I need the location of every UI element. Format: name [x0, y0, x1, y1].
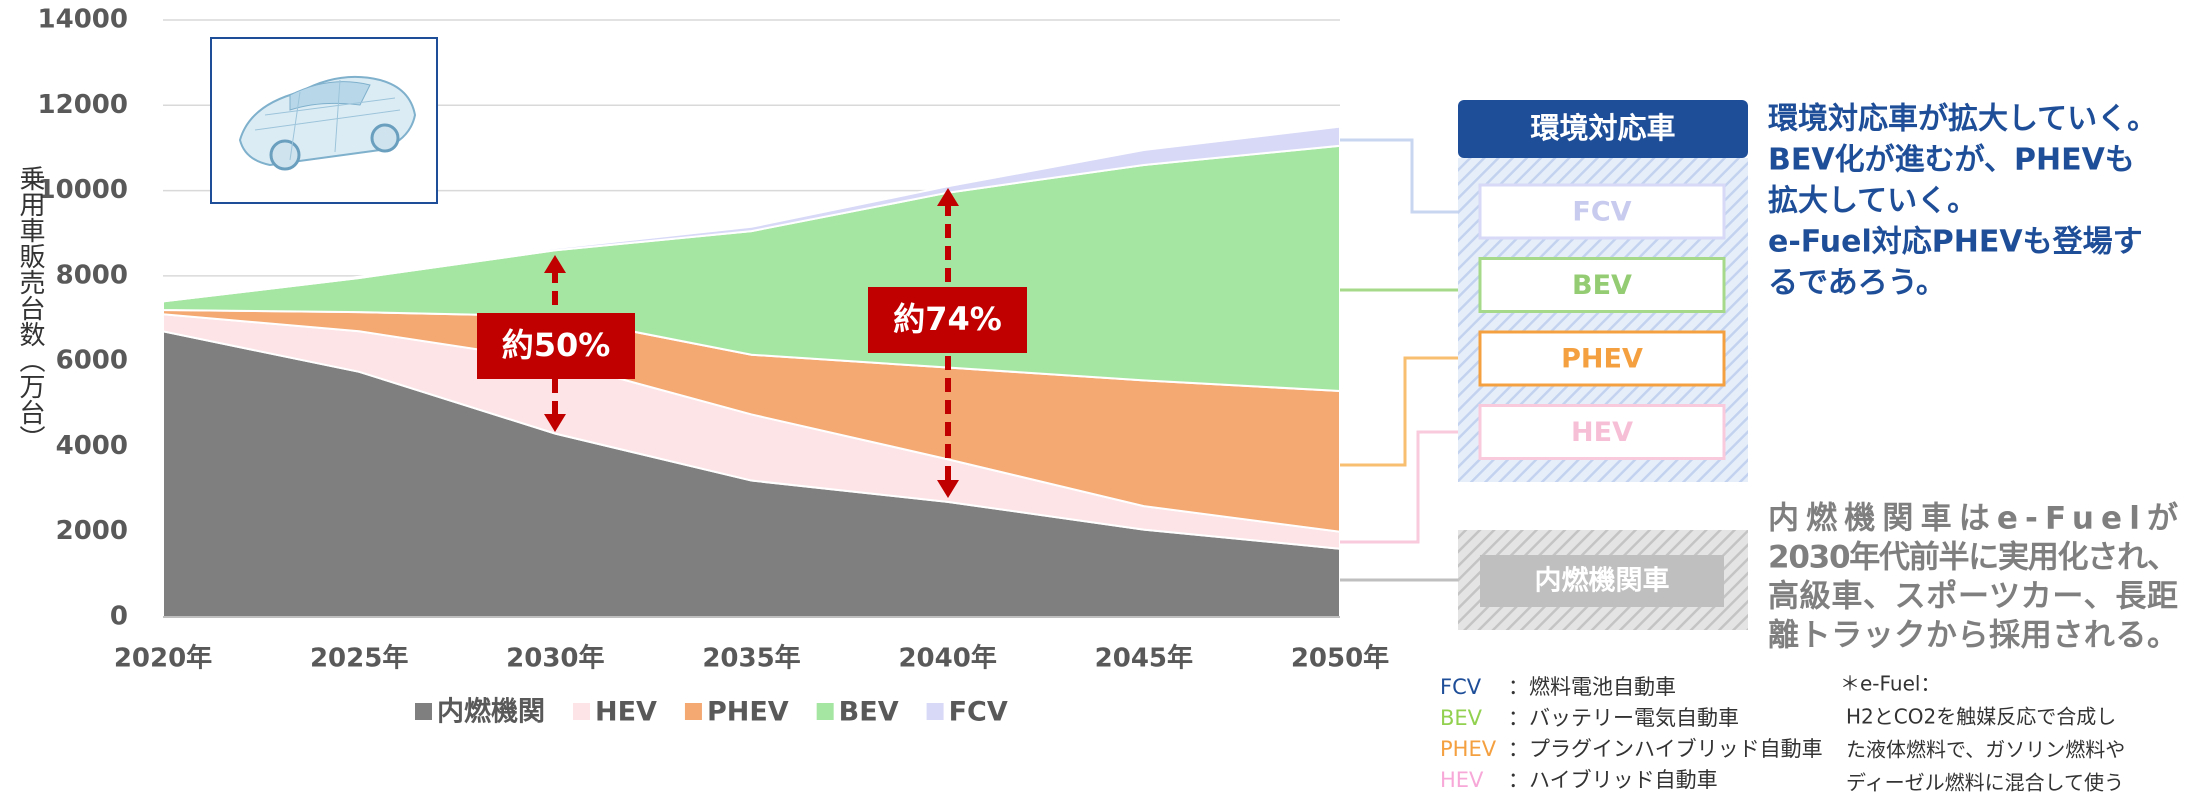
glossary-desc: ：プラグインハイブリッド自動車: [1508, 737, 1823, 761]
panel-box-label: FCV: [1572, 197, 1631, 228]
blue-text: e-Fuel対応PHEVも登場す: [1768, 225, 2143, 260]
gray-text: 高級車、スポーツカー、長距: [1768, 579, 2178, 615]
panel-box: [1478, 183, 1726, 240]
area: [162, 125, 1341, 303]
note: ＊e-Fuel：: [1840, 672, 1940, 696]
blue-text: BEV化が進むが、PHEVも: [1768, 143, 2135, 178]
glossary-abbr: HEV: [1440, 768, 1484, 792]
car-image: [210, 37, 438, 204]
legend-label: 内燃機関: [437, 697, 545, 728]
gray-text: 内燃機関車はe-Fuelが: [1768, 501, 2178, 537]
legend-swatch: [926, 703, 944, 720]
legend-label: HEV: [595, 697, 657, 728]
arrow-head: [544, 255, 566, 273]
annotation: 約74%: [893, 300, 1002, 338]
arrow-head: [937, 188, 959, 206]
glossary-desc: ：ハイブリッド自動車: [1508, 768, 1718, 792]
note: ディーゼル燃料に混合して使う: [1846, 771, 2124, 795]
gray-text: 離トラックから採用される。: [1768, 618, 2178, 654]
legend-label: PHEV: [707, 697, 789, 728]
glossary-abbr: PHEV: [1440, 737, 1497, 761]
blue-text: 環境対応車が拡大していく。: [1768, 102, 2157, 137]
x-tick-label: 2040年: [898, 643, 996, 674]
connector: [1340, 356, 1480, 467]
y-axis-label: 乗用車販売台数（万台）: [15, 165, 45, 451]
panel-box-label: BEV: [1572, 270, 1632, 301]
glossary-abbr: FCV: [1440, 675, 1482, 699]
panel-box: [1478, 330, 1726, 387]
legend-swatch: [573, 703, 590, 720]
note: た液体燃料で、ガソリン燃料や: [1846, 738, 2125, 762]
x-tick-label: 2030年: [506, 643, 604, 674]
panel-box-label: HEV: [1571, 417, 1633, 448]
legend-swatch: [415, 703, 432, 720]
glossary-desc: ：燃料電池自動車: [1508, 675, 1676, 699]
y-tick-label: 10000: [38, 175, 128, 205]
annotation-box: [477, 313, 635, 379]
legend-swatch: [816, 703, 834, 720]
y-tick-label: 6000: [56, 346, 128, 376]
glossary-abbr: BEV: [1440, 706, 1483, 730]
x-tick-label: 2035年: [702, 643, 800, 674]
glossary-desc: ：バッテリー電気自動車: [1508, 706, 1739, 730]
x-tick-label: 2025年: [310, 643, 408, 674]
panel-header: 環境対応車: [1530, 111, 1675, 145]
blue-text: るであろう。: [1768, 266, 1946, 301]
y-tick-label: 8000: [56, 260, 128, 290]
annotation-box: [868, 287, 1027, 353]
y-tick-label: 2000: [56, 516, 128, 546]
panel-box: [1478, 257, 1726, 313]
gray-text: 2030年代前半に実用化され、: [1768, 540, 2178, 576]
ice-label: 内燃機関車: [1535, 566, 1670, 597]
x-tick-label: 2050年: [1291, 643, 1389, 674]
panel-header-bg: [1458, 100, 1748, 158]
panel-box-label: PHEV: [1561, 344, 1643, 375]
annotation: 約50%: [502, 326, 611, 364]
x-tick-label: 2020年: [114, 643, 212, 674]
arrow-head: [544, 414, 566, 432]
connector: [1340, 430, 1480, 544]
y-tick-label: 0: [110, 602, 128, 632]
ice-box: [1480, 555, 1724, 607]
connector: [1340, 138, 1480, 214]
y-tick-label: 12000: [38, 90, 128, 120]
arrow-head: [937, 480, 959, 498]
panel-box: [1478, 404, 1726, 460]
legend-label: FCV: [949, 697, 1008, 728]
y-tick-label: 4000: [56, 431, 128, 461]
legend-swatch: [684, 703, 702, 720]
blue-text: 拡大していく。: [1768, 184, 1977, 219]
y-tick-label: 14000: [38, 5, 128, 35]
legend-label: BEV: [839, 697, 899, 728]
x-tick-label: 2045年: [1095, 643, 1193, 674]
note: H2とCO2を触媒反応で合成し: [1846, 705, 2116, 729]
